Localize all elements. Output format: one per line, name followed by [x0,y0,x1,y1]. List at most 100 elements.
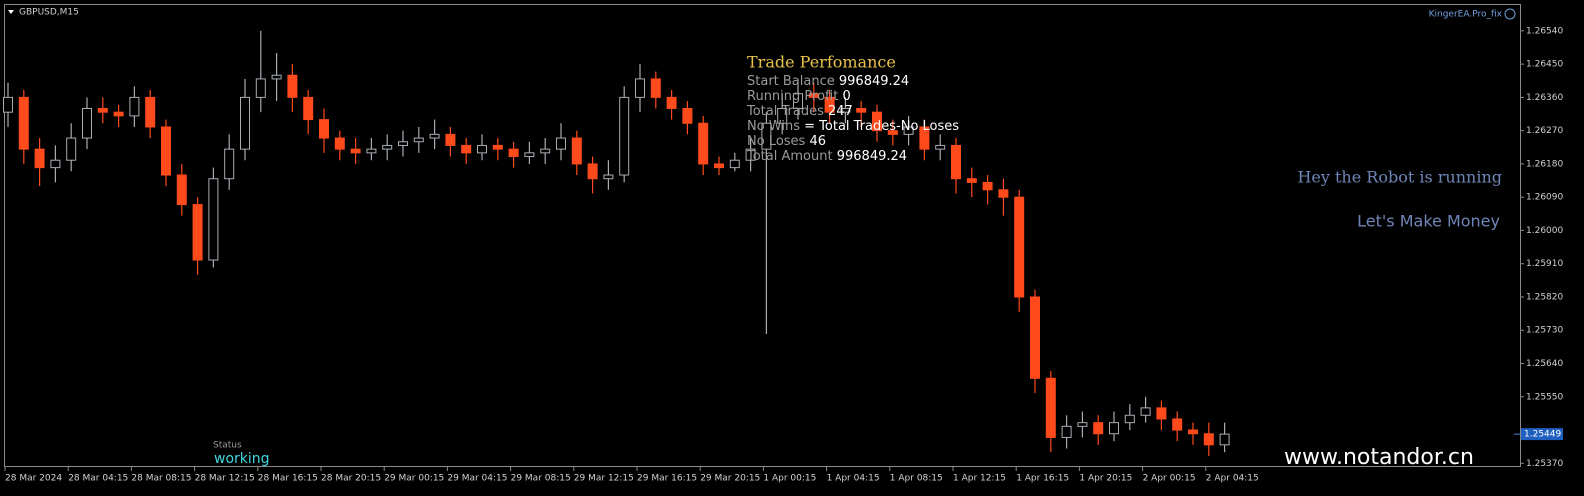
y-tick-label: 1.25370 [1526,459,1563,469]
y-tick-label: 1.26180 [1526,159,1563,169]
candle-body [793,93,803,109]
panel-title: Trade Perfomance [747,53,896,72]
candle-body [445,133,456,146]
candle-body [556,137,566,150]
candle-body [587,163,598,180]
candle-body [1188,429,1198,435]
candle-body [666,96,677,109]
row-label: No Loses [747,134,806,149]
status-value: working [214,451,270,467]
candle-body [856,107,867,113]
candle-body [824,96,835,113]
current-price-box [1521,428,1563,441]
candle-body [966,178,977,183]
candle-body [935,144,946,150]
candle-body [413,137,424,143]
candle-body [461,144,472,154]
x-tick-label: 28 Mar 12:15 [195,474,255,484]
candle-body [1140,407,1151,416]
candle-body [540,148,551,154]
row-value: 996849.24 [839,74,909,89]
candle-body [1093,422,1104,435]
x-tick-label: 1 Apr 08:15 [890,474,943,484]
current-price-label: 1.25449 [1524,430,1561,440]
menu-arrow[interactable] [8,10,14,14]
candle-body [319,119,329,139]
candle-body [872,111,882,132]
candle-body [571,137,582,165]
panel-row: Total Amount 996849.24 [746,149,907,164]
candle-body [66,137,77,161]
candle-body [224,148,235,180]
x-tick-label: 29 Mar 08:15 [511,474,571,484]
candle-body [350,148,361,154]
y-tick-label: 1.26360 [1526,93,1563,103]
x-tick-label: 1 Apr 04:15 [827,474,880,484]
x-tick-label: 29 Mar 00:15 [384,474,444,484]
candle-body [18,96,29,150]
y-tick-label: 1.25820 [1526,292,1563,302]
panel-row: No Wins = Total Trades-No Loses [747,119,959,134]
panel-row: Start Balance 996849.24 [747,74,909,89]
y-tick-label: 1.25640 [1526,359,1563,369]
candle-body [208,178,219,261]
candle-body [129,96,140,117]
x-tick-label: 28 Mar 16:15 [258,474,318,484]
candle-body [1014,196,1025,298]
candle-body [1219,433,1230,446]
candle-body [682,107,693,124]
candle-body [492,144,503,150]
y-tick-label: 1.26450 [1526,60,1563,70]
candle-body [3,96,13,113]
panel-row: Total Trades 247 [746,104,853,119]
candle-body [382,144,393,150]
candle-body [1077,422,1088,427]
candle-body [698,122,709,165]
panel-row: Running Profit 0 [747,89,851,104]
x-tick-label: 29 Mar 12:15 [574,474,634,484]
expert-name: KingerEA.Pro_fix [1429,10,1503,20]
candle-body [50,159,61,169]
y-tick-label: 1.25550 [1526,392,1563,402]
expert-icon[interactable] [1504,8,1516,20]
row-label: Total Amount [746,149,833,164]
candle-body [287,74,298,98]
row-label: No Wins [747,119,800,134]
candle-body [761,122,772,150]
candle-body [951,144,961,180]
candle-body [334,137,345,150]
x-tick-label: 28 Mar 08:15 [131,474,191,484]
candle-body [82,107,92,139]
candle-body [635,78,645,98]
candle-body [650,78,661,98]
candle-body [113,111,124,117]
candle-body [255,78,266,98]
candle-body [1061,425,1072,438]
y-tick-label: 1.26270 [1526,126,1563,136]
x-tick-label: 28 Mar 04:15 [68,474,128,484]
row-label: Running Profit [747,89,838,104]
candle-body [777,107,788,124]
candle-body [34,148,45,169]
candle-body [176,174,187,206]
row-value: 247 [828,104,853,119]
x-tick-label: 29 Mar 16:15 [637,474,697,484]
candle-body [714,163,724,169]
symbol: GBPUSD,M15 [19,8,79,18]
candle-body [1045,377,1056,438]
candle-body [97,107,108,113]
candle-body [508,148,519,158]
x-tick-label: 1 Apr 00:15 [763,474,816,484]
candle-body [919,126,930,150]
candle-body [1109,422,1119,435]
candle-body [729,159,740,169]
x-tick-label: 29 Mar 04:15 [447,474,507,484]
candle-body [887,130,898,135]
candle-body [398,141,408,146]
y-tick-label: 1.25910 [1526,259,1563,269]
candle-body [1203,433,1214,446]
status-label: Status [213,441,242,451]
x-tick-label: 28 Mar 2024 [5,474,62,484]
